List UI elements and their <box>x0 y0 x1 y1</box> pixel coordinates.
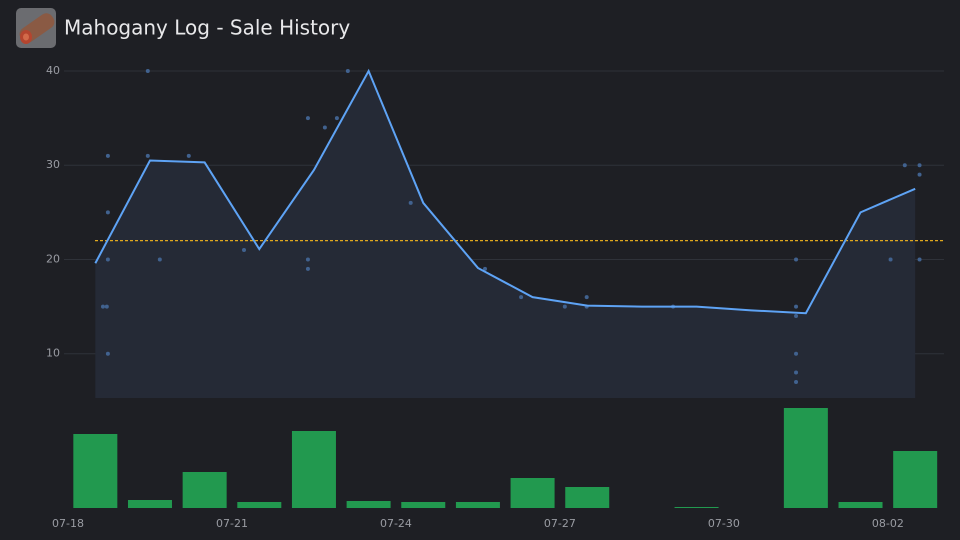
sale-point <box>105 351 110 356</box>
sale-point <box>334 116 339 121</box>
sale-point <box>305 266 310 271</box>
sale-point <box>322 125 327 130</box>
volume-bar <box>237 502 282 508</box>
x-tick-label: 07-24 <box>380 517 412 530</box>
chart-title: Mahogany Log - Sale History <box>64 16 350 40</box>
sale-point <box>145 153 150 158</box>
item-icon <box>16 8 56 48</box>
volume-bar <box>291 431 336 508</box>
x-tick-label: 07-27 <box>544 517 576 530</box>
sale-point <box>105 153 110 158</box>
sale-point <box>145 69 150 73</box>
sale-point <box>902 163 907 168</box>
x-tick-label: 07-18 <box>52 517 84 530</box>
sale-point <box>186 153 191 158</box>
sale-point <box>917 163 922 168</box>
sale-point <box>794 370 799 375</box>
volume-bar <box>127 500 172 508</box>
volume-bar <box>893 451 938 508</box>
volume-bar <box>565 487 610 508</box>
sale-point <box>104 304 109 309</box>
sale-point <box>105 257 110 262</box>
x-tick-label: 07-21 <box>216 517 248 530</box>
sale-point <box>345 69 350 73</box>
volume-bar <box>510 478 555 508</box>
volume-bar <box>783 408 828 508</box>
sale-point <box>483 266 488 271</box>
sale-point <box>794 314 799 319</box>
y-tick-label: 10 <box>46 347 60 360</box>
sale-point <box>305 116 310 121</box>
x-tick-label: 08-02 <box>872 517 904 530</box>
sale-point <box>157 257 162 262</box>
sale-point <box>519 295 524 300</box>
y-tick-label: 30 <box>46 158 60 171</box>
volume-bar <box>346 501 391 508</box>
x-tick-label: 07-30 <box>708 517 740 530</box>
sale-point <box>917 257 922 262</box>
price-area <box>95 71 916 398</box>
sale-point <box>241 248 246 253</box>
sale-point <box>794 304 799 309</box>
sale-point <box>408 200 413 205</box>
volume-bar <box>838 502 883 508</box>
sale-point <box>100 304 105 309</box>
volume-bar <box>455 502 500 508</box>
sale-point <box>794 257 799 262</box>
sale-point <box>794 379 799 384</box>
volume-bar <box>73 434 118 508</box>
sale-point <box>562 304 567 309</box>
sale-point <box>888 257 893 262</box>
y-tick-label: 40 <box>46 64 60 77</box>
volume-bar <box>182 472 227 508</box>
sale-point <box>794 351 799 356</box>
sale-point <box>305 257 310 262</box>
y-tick-label: 20 <box>46 252 60 265</box>
volume-bar <box>674 507 719 508</box>
sale-point <box>105 210 110 215</box>
volume-bar <box>401 502 446 508</box>
price-line <box>94 68 916 315</box>
sale-point <box>584 295 589 300</box>
sale-point <box>917 172 922 177</box>
